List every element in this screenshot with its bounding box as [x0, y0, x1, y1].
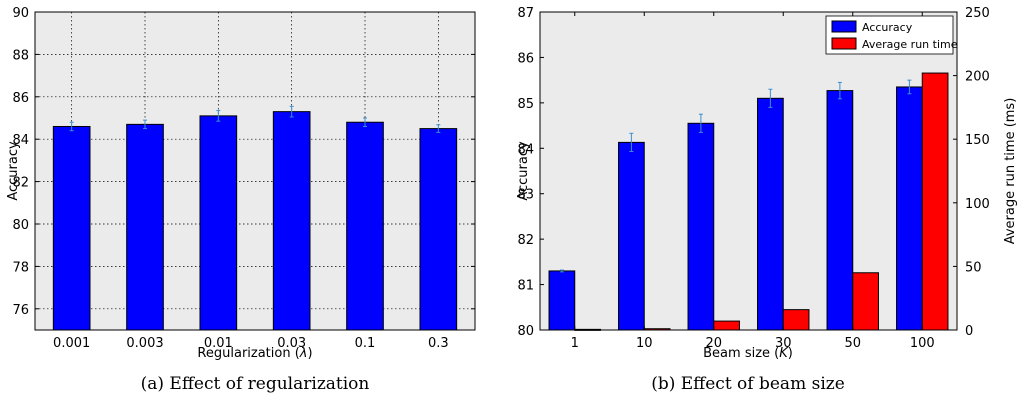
bar-accuracy [896, 86, 923, 331]
x-tick-label: 0.01 [204, 336, 233, 351]
x-tick-label: 0.001 [53, 336, 90, 351]
x-tick-label: 0.1 [355, 336, 376, 351]
legend-swatch-accuracy [831, 20, 857, 33]
x-tick-label: 0.03 [277, 336, 306, 351]
y2-tick-label: 100 [965, 197, 990, 212]
bar-runtime [782, 309, 810, 331]
y-tick-label: 83 [517, 188, 534, 203]
x-tick-label: 0.3 [428, 336, 449, 351]
bar-runtime [852, 272, 879, 331]
bar [126, 123, 164, 331]
error-bars [69, 105, 441, 133]
bar-accuracy [687, 122, 715, 331]
plot-area [539, 11, 958, 331]
y-axis-label: Accuracy [516, 141, 531, 201]
y2-tick-label: 150 [965, 133, 990, 148]
y2-tick-label: 250 [965, 6, 990, 21]
legend-label-runtime: Average run time [862, 38, 958, 51]
y-axis-label: Accuracy [6, 141, 21, 201]
bar [419, 128, 458, 331]
y-tick-label: 84 [517, 142, 534, 157]
y-tick-label: 82 [517, 233, 534, 248]
x-tick-label: 20 [705, 336, 722, 351]
bar-runtime [713, 320, 740, 331]
bar-runtime [921, 72, 949, 331]
caption: (a) Effect of regularization [141, 374, 370, 394]
y-tick-label: 86 [12, 91, 29, 106]
x-tick-labels: 1 10 20 30 50 100 [571, 12, 935, 351]
y2-tick-labels: 0 50 100 150 200 250 [953, 6, 990, 339]
y-tick-label: 85 [517, 97, 534, 112]
bar [199, 115, 238, 331]
legend-swatch-runtime [831, 37, 857, 50]
y-tick-label: 81 [517, 279, 534, 294]
y-tick-label: 90 [12, 6, 29, 21]
y-tick-label: 86 [517, 51, 534, 66]
legend: Accuracy Average run time [825, 15, 958, 55]
x-tick-label: 100 [910, 336, 935, 351]
x-axis-label: Regularization (λ) [197, 346, 312, 361]
x-tick-label: 10 [636, 336, 653, 351]
bars [548, 72, 949, 331]
plot-area [34, 11, 476, 331]
y-tick-label: 88 [12, 48, 29, 63]
y-tick-label: 80 [517, 324, 534, 339]
bar-accuracy [826, 90, 854, 331]
y-tick-labels: 80 81 82 83 84 85 86 87 [517, 6, 544, 339]
y2-tick-label: 0 [965, 324, 973, 339]
bar [272, 111, 311, 331]
bar-runtime [643, 328, 671, 331]
bar [52, 125, 91, 331]
y-tick-labels: 76 78 80 82 84 86 88 90 [12, 6, 29, 318]
y-tick-label: 80 [12, 218, 29, 233]
caption: (b) Effect of beam size [651, 374, 845, 394]
bar-accuracy [548, 270, 576, 331]
y-tick-label: 76 [12, 303, 29, 318]
chart-beam-size: 80 81 82 83 84 85 86 87 0 50 100 150 200 250 1 10 20 30… [516, 6, 1018, 394]
x-tick-label: 30 [775, 336, 792, 351]
y-tick-label: 78 [12, 260, 29, 275]
error-bars [559, 79, 912, 273]
y2-tick-label: 200 [965, 70, 990, 85]
x-tick-label: 0.003 [126, 336, 163, 351]
y2-tick-label: 50 [965, 260, 982, 275]
x-tick-label: 50 [844, 336, 861, 351]
x-tick-label: 1 [571, 336, 579, 351]
y-tick-label: 87 [517, 6, 534, 21]
y-tick-label: 82 [12, 176, 29, 191]
x-tick-labels: 0.001 0.003 0.01 0.03 0.1 0.3 [53, 336, 449, 351]
bar-accuracy [618, 141, 645, 331]
y2-axis-label: Average run time (ms) [1003, 98, 1018, 245]
y-tick-label: 84 [12, 133, 29, 148]
bar-accuracy [757, 97, 784, 331]
x-axis-label: Beam size (K) [703, 346, 793, 361]
bar-runtime [574, 328, 601, 331]
legend-label-accuracy: Accuracy [862, 21, 913, 34]
bar [346, 121, 384, 331]
